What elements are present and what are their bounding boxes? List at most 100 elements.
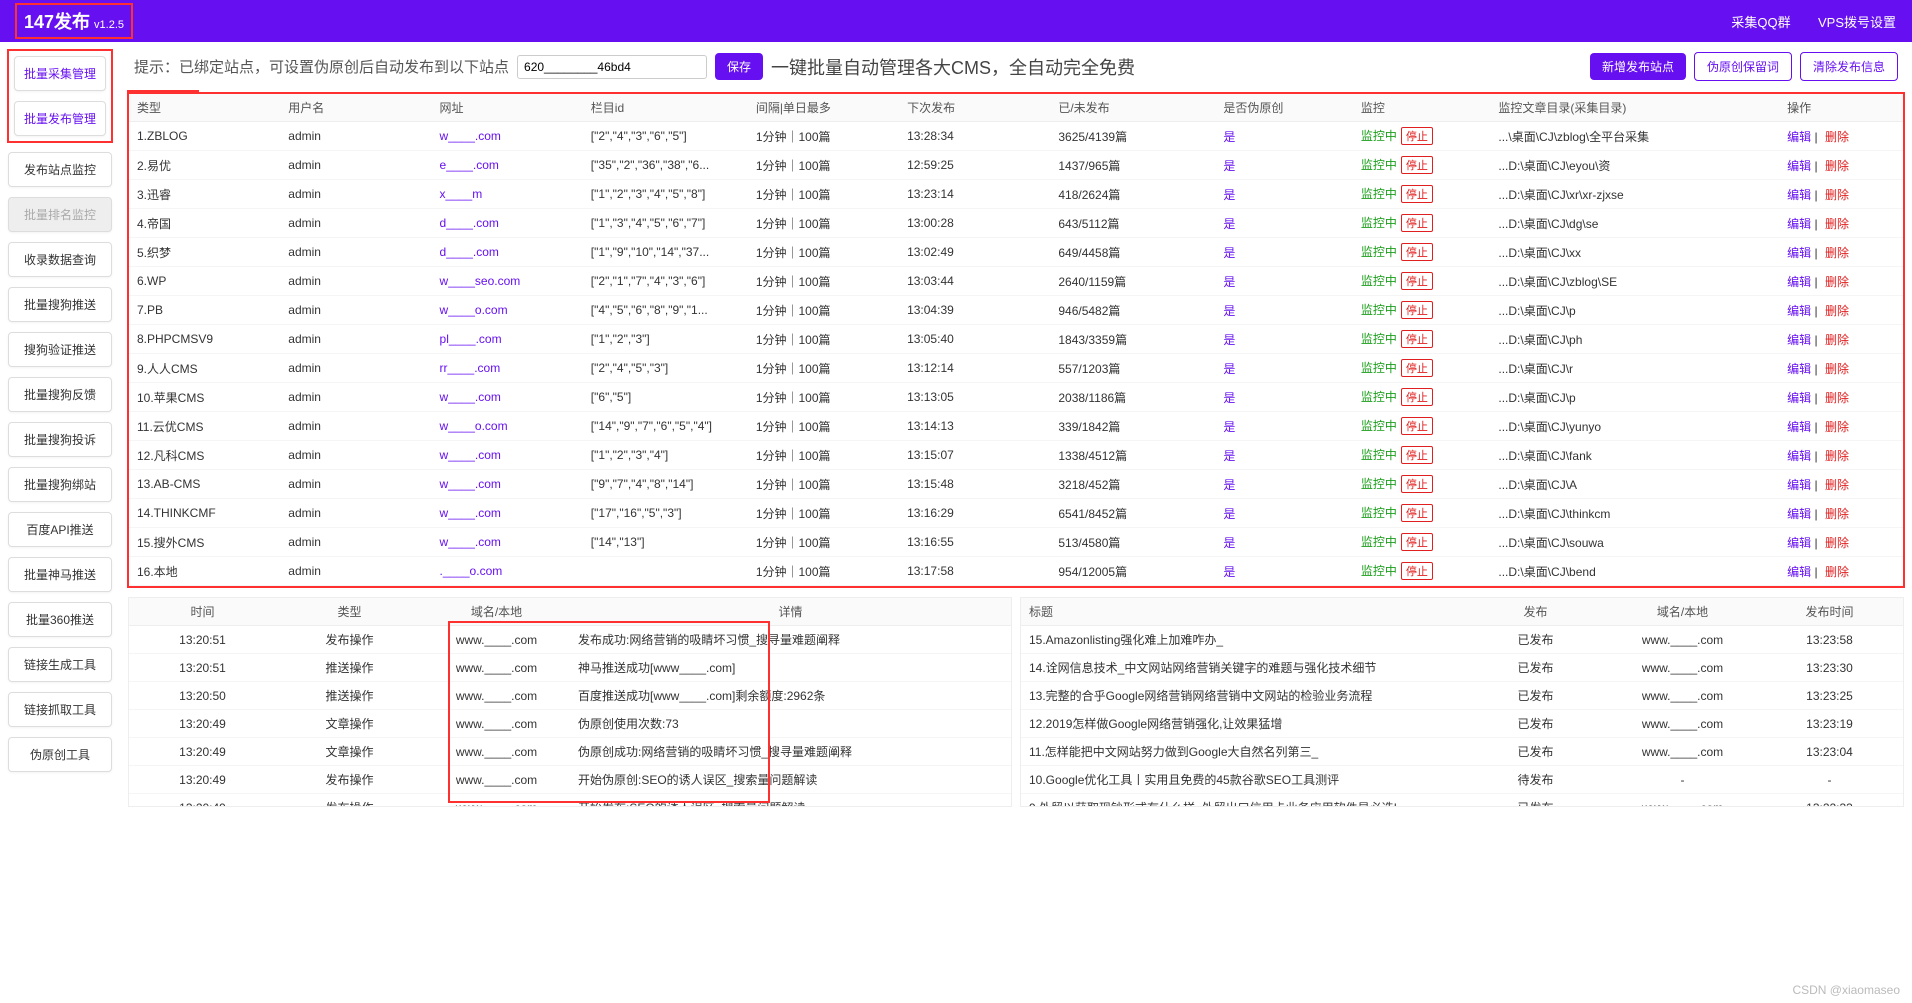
sidebar-item[interactable]: 批量搜狗绑站 bbox=[8, 467, 112, 502]
edit-link[interactable]: 编辑 bbox=[1787, 449, 1811, 463]
stop-button[interactable]: 停止 bbox=[1401, 272, 1433, 290]
log-row: 13:20:51推送操作www.____.com神马推送成功[www____.c… bbox=[129, 654, 1011, 682]
delete-link[interactable]: 删除 bbox=[1825, 536, 1849, 550]
delete-link[interactable]: 删除 bbox=[1825, 304, 1849, 318]
edit-link[interactable]: 编辑 bbox=[1787, 130, 1811, 144]
keep-words-button[interactable]: 伪原创保留词 bbox=[1694, 52, 1792, 81]
delete-link[interactable]: 删除 bbox=[1825, 130, 1849, 144]
sidebar-item[interactable]: 批量搜狗反馈 bbox=[8, 377, 112, 412]
clear-info-button[interactable]: 清除发布信息 bbox=[1800, 52, 1898, 81]
edit-link[interactable]: 编辑 bbox=[1787, 333, 1811, 347]
sidebar-item[interactable]: 批量神马推送 bbox=[8, 557, 112, 592]
delete-link[interactable]: 删除 bbox=[1825, 275, 1849, 289]
stop-button[interactable]: 停止 bbox=[1401, 475, 1433, 493]
main-table-wrap: 类型用户名网址栏目id间隔|单日最多下次发布已/未发布是否伪原创监控监控文章目录… bbox=[128, 93, 1904, 587]
edit-link[interactable]: 编辑 bbox=[1787, 420, 1811, 434]
add-site-button[interactable]: 新增发布站点 bbox=[1590, 53, 1686, 80]
log-row: 12.2019怎样做Google网络营销强化,让效果猛增已发布www.____.… bbox=[1021, 710, 1903, 738]
token-input[interactable] bbox=[517, 55, 707, 79]
stop-button[interactable]: 停止 bbox=[1401, 446, 1433, 464]
sidebar-item[interactable]: 批量搜狗投诉 bbox=[8, 422, 112, 457]
stop-button[interactable]: 停止 bbox=[1401, 533, 1433, 551]
edit-link[interactable]: 编辑 bbox=[1787, 159, 1811, 173]
delete-link[interactable]: 删除 bbox=[1825, 188, 1849, 202]
stop-button[interactable]: 停止 bbox=[1401, 359, 1433, 377]
edit-link[interactable]: 编辑 bbox=[1787, 188, 1811, 202]
table-row: 6.WPadminw____seo.com["2","1","7","4","3… bbox=[129, 267, 1903, 296]
sidebar: 批量采集管理 批量发布管理 发布站点监控 批量排名监控 收录数据查询 批量搜狗推… bbox=[0, 42, 120, 815]
col-header: 栏目id bbox=[583, 94, 748, 122]
table-row: 2.易优admine____.com["35","2","36","38","6… bbox=[129, 151, 1903, 180]
delete-link[interactable]: 删除 bbox=[1825, 333, 1849, 347]
stop-button[interactable]: 停止 bbox=[1401, 330, 1433, 348]
table-row: 4.帝国admind____.com["1","3","4","5","6","… bbox=[129, 209, 1903, 238]
sidebar-item[interactable]: 批量搜狗推送 bbox=[8, 287, 112, 322]
watermark: CSDN @xiaomaseo bbox=[1792, 983, 1900, 997]
brand: 147发布v1.2.5 bbox=[24, 12, 124, 32]
log-row: 9.外贸以获取现钞形式有什么样_外贸出口信用卡业务应用软件是必选!已发布www.… bbox=[1021, 794, 1903, 808]
log-row: 15.Amazonlisting强化难上加难咋办_已发布www.____.com… bbox=[1021, 626, 1903, 654]
slogan: 一键批量自动管理各大CMS，全自动完全免费 bbox=[771, 54, 1135, 80]
col-header: 已/未发布 bbox=[1050, 94, 1215, 122]
edit-link[interactable]: 编辑 bbox=[1787, 217, 1811, 231]
col-header: 间隔|单日最多 bbox=[748, 94, 899, 122]
edit-link[interactable]: 编辑 bbox=[1787, 275, 1811, 289]
stop-button[interactable]: 停止 bbox=[1401, 127, 1433, 145]
stop-button[interactable]: 停止 bbox=[1401, 417, 1433, 435]
log-right[interactable]: 标题发布域名/本地发布时间 15.Amazonlisting强化难上加难咋办_已… bbox=[1020, 597, 1904, 807]
delete-link[interactable]: 删除 bbox=[1825, 362, 1849, 376]
sidebar-item[interactable]: 发布站点监控 bbox=[8, 152, 112, 187]
delete-link[interactable]: 删除 bbox=[1825, 478, 1849, 492]
edit-link[interactable]: 编辑 bbox=[1787, 362, 1811, 376]
stop-button[interactable]: 停止 bbox=[1401, 156, 1433, 174]
stop-button[interactable]: 停止 bbox=[1401, 214, 1433, 232]
main: 提示：已绑定站点，可设置伪原创后自动发布到以下站点 保存 一键批量自动管理各大C… bbox=[120, 42, 1912, 815]
edit-link[interactable]: 编辑 bbox=[1787, 304, 1811, 318]
stop-button[interactable]: 停止 bbox=[1401, 301, 1433, 319]
sidebar-item[interactable]: 批量360推送 bbox=[8, 602, 112, 637]
edit-link[interactable]: 编辑 bbox=[1787, 246, 1811, 260]
table-row: 3.迅睿adminx____m["1","2","3","4","5","8"]… bbox=[129, 180, 1903, 209]
sidebar-collect[interactable]: 批量采集管理 bbox=[14, 56, 106, 91]
col-header: 监控 bbox=[1353, 94, 1491, 122]
log-row: 10.Google优化工具丨实用且免费的45款谷歌SEO工具测评待发布-- bbox=[1021, 766, 1903, 794]
sidebar-item[interactable]: 收录数据查询 bbox=[8, 242, 112, 277]
stop-button[interactable]: 停止 bbox=[1401, 388, 1433, 406]
sidebar-item[interactable]: 链接抓取工具 bbox=[8, 692, 112, 727]
link-qq[interactable]: 采集QQ群 bbox=[1731, 15, 1790, 30]
stop-button[interactable]: 停止 bbox=[1401, 185, 1433, 203]
delete-link[interactable]: 删除 bbox=[1825, 420, 1849, 434]
log-row: 13:20:49发布操作www.____.com开始发布:SEO的诱人误区_搜索… bbox=[129, 794, 1011, 808]
col-header: 下次发布 bbox=[899, 94, 1050, 122]
delete-link[interactable]: 删除 bbox=[1825, 565, 1849, 579]
delete-link[interactable]: 删除 bbox=[1825, 217, 1849, 231]
edit-link[interactable]: 编辑 bbox=[1787, 507, 1811, 521]
topbar: 147发布v1.2.5 采集QQ群 VPS拨号设置 bbox=[0, 0, 1912, 42]
delete-link[interactable]: 删除 bbox=[1825, 507, 1849, 521]
stop-button[interactable]: 停止 bbox=[1401, 243, 1433, 261]
edit-link[interactable]: 编辑 bbox=[1787, 478, 1811, 492]
col-header: 是否伪原创 bbox=[1215, 94, 1353, 122]
sidebar-item[interactable]: 伪原创工具 bbox=[8, 737, 112, 772]
log-left[interactable]: 时间类型域名/本地详情 13:20:51发布操作www.____.com发布成功… bbox=[128, 597, 1012, 807]
log-row: 13.完整的合乎Google网络营销网络营销中文网站的检验业务流程已发布www.… bbox=[1021, 682, 1903, 710]
sidebar-item[interactable]: 批量排名监控 bbox=[8, 197, 112, 232]
delete-link[interactable]: 删除 bbox=[1825, 159, 1849, 173]
top-links: 采集QQ群 VPS拨号设置 bbox=[1707, 12, 1896, 31]
delete-link[interactable]: 删除 bbox=[1825, 391, 1849, 405]
edit-link[interactable]: 编辑 bbox=[1787, 536, 1811, 550]
table-row: 11.云优CMSadminw____o.com["14","9","7","6"… bbox=[129, 412, 1903, 441]
sidebar-publish[interactable]: 批量发布管理 bbox=[14, 101, 106, 136]
edit-link[interactable]: 编辑 bbox=[1787, 391, 1811, 405]
save-button[interactable]: 保存 bbox=[715, 53, 763, 80]
stop-button[interactable]: 停止 bbox=[1401, 562, 1433, 580]
sidebar-item[interactable]: 百度API推送 bbox=[8, 512, 112, 547]
sidebar-item[interactable]: 链接生成工具 bbox=[8, 647, 112, 682]
link-vps[interactable]: VPS拨号设置 bbox=[1818, 15, 1896, 30]
delete-link[interactable]: 删除 bbox=[1825, 449, 1849, 463]
table-row: 10.苹果CMSadminw____.com["6","5"]1分钟｜100篇1… bbox=[129, 383, 1903, 412]
stop-button[interactable]: 停止 bbox=[1401, 504, 1433, 522]
delete-link[interactable]: 删除 bbox=[1825, 246, 1849, 260]
sidebar-item[interactable]: 搜狗验证推送 bbox=[8, 332, 112, 367]
edit-link[interactable]: 编辑 bbox=[1787, 565, 1811, 579]
